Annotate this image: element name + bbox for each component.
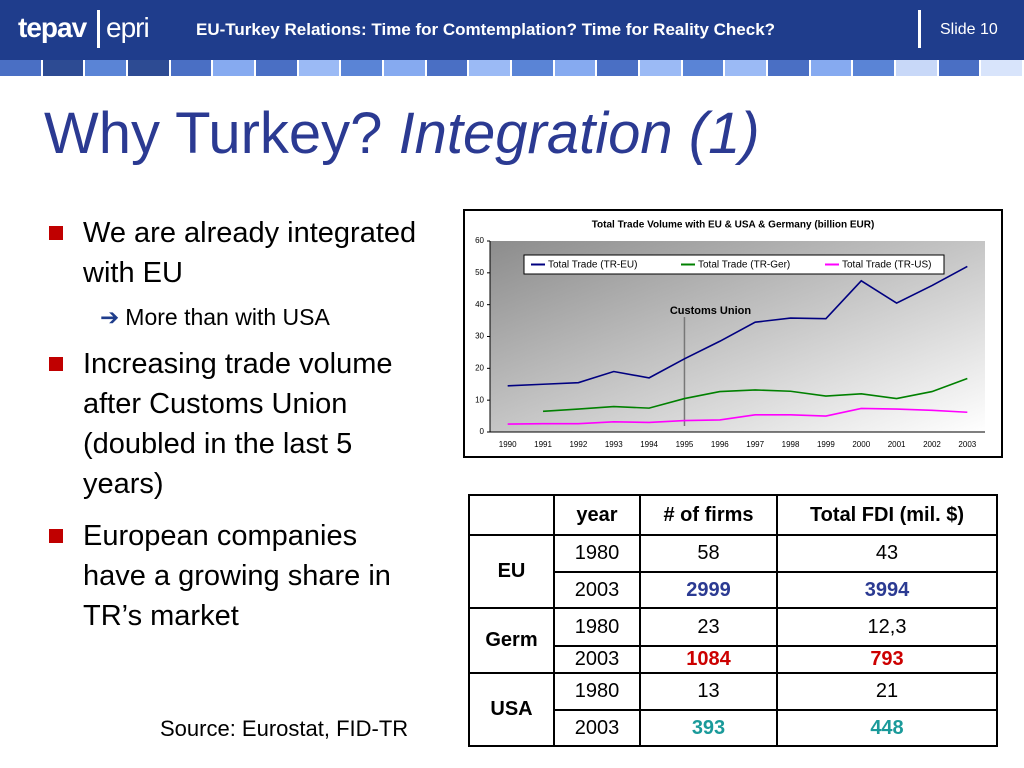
cell: 793 bbox=[776, 645, 998, 674]
column-header: # of firms bbox=[639, 494, 778, 536]
title-main: Why Turkey? bbox=[44, 101, 383, 166]
y-tick-label: 60 bbox=[475, 236, 484, 245]
x-tick-label: 2002 bbox=[923, 440, 941, 449]
column-header: Total FDI (mil. $) bbox=[776, 494, 998, 536]
bullet-text: We are already integrated with EU bbox=[83, 217, 417, 289]
sub-bullet: More than with USA bbox=[100, 304, 330, 331]
x-tick-label: 1995 bbox=[676, 440, 694, 449]
bullet: European companies have a growing share … bbox=[45, 516, 420, 636]
x-tick-label: 1990 bbox=[499, 440, 517, 449]
cell: 23 bbox=[639, 607, 778, 647]
header-title: EU-Turkey Relations: Time for Comtemplat… bbox=[196, 20, 776, 39]
x-tick-label: 1994 bbox=[640, 440, 658, 449]
cell: 1980 bbox=[553, 607, 641, 647]
cell: 21 bbox=[776, 672, 998, 711]
slide-title: Why Turkey? Integration (1) bbox=[44, 100, 760, 167]
legend-label: Total Trade (TR-EU) bbox=[548, 260, 637, 271]
cell: 393 bbox=[639, 709, 778, 747]
bullet: Increasing trade volume after Customs Un… bbox=[45, 344, 420, 504]
x-tick-label: 1999 bbox=[817, 440, 835, 449]
chart: Total Trade Volume with EU & USA & Germa… bbox=[463, 209, 1003, 458]
cell: 1084 bbox=[639, 645, 778, 674]
source: Source: Eurostat, FID-TR bbox=[160, 716, 409, 741]
legend-label: Total Trade (TR-Ger) bbox=[698, 260, 790, 271]
y-tick-label: 40 bbox=[475, 300, 484, 309]
group-label: USA bbox=[468, 672, 555, 747]
logo: epri bbox=[106, 12, 150, 43]
x-tick-label: 1993 bbox=[605, 440, 623, 449]
cell: 13 bbox=[639, 672, 778, 711]
corner-cell bbox=[468, 494, 555, 536]
cell: 2999 bbox=[639, 571, 778, 609]
cell: 58 bbox=[639, 534, 778, 573]
x-tick-label: 1998 bbox=[782, 440, 800, 449]
divider bbox=[918, 10, 921, 48]
y-tick-label: 0 bbox=[480, 427, 485, 436]
x-tick-label: 1997 bbox=[746, 440, 764, 449]
x-tick-label: 1991 bbox=[534, 440, 552, 449]
title-italic: Integration (1) bbox=[398, 101, 760, 166]
y-tick-label: 20 bbox=[475, 363, 484, 372]
series-line bbox=[507, 407, 968, 425]
bullet-text: European companies have a growing share … bbox=[83, 520, 391, 632]
x-tick-label: 2000 bbox=[852, 440, 870, 449]
x-tick-label: 1992 bbox=[569, 440, 587, 449]
cell: 448 bbox=[776, 709, 998, 747]
sub-bullet-text: More than with USA bbox=[125, 304, 330, 330]
x-tick-label: 1996 bbox=[711, 440, 729, 449]
annotation: Customs Union bbox=[670, 305, 752, 317]
logo: tepav bbox=[18, 12, 87, 43]
legend bbox=[523, 254, 945, 275]
header: tepav epri EU-Turkey Relations: Time for… bbox=[0, 0, 1024, 60]
cell: 1980 bbox=[553, 672, 641, 711]
cell: 3994 bbox=[776, 571, 998, 609]
cell: 2003 bbox=[553, 571, 641, 609]
series-line bbox=[542, 377, 968, 413]
stripe-bar bbox=[0, 60, 1024, 76]
fdi-table: year # of firms Total FDI (mil. $) EU 1980 5… bbox=[468, 494, 998, 747]
y-tick-label: 30 bbox=[475, 332, 484, 341]
y-tick-label: 50 bbox=[475, 268, 484, 277]
divider bbox=[97, 10, 100, 48]
group-label: Germ bbox=[468, 607, 555, 674]
slide-number: Slide 10 bbox=[940, 21, 998, 38]
y-tick-label: 10 bbox=[475, 395, 484, 404]
chart-title: Total Trade Volume with EU & USA & Germa… bbox=[592, 220, 875, 231]
legend-label: Total Trade (TR-US) bbox=[842, 260, 931, 271]
cell: 12,3 bbox=[776, 607, 998, 647]
bullet: We are already integrated with EU bbox=[45, 213, 420, 293]
series-line bbox=[507, 265, 968, 387]
cell: 1980 bbox=[553, 534, 641, 573]
cell: 2003 bbox=[553, 709, 641, 747]
x-tick-label: 2003 bbox=[958, 440, 976, 449]
column-header: year bbox=[553, 494, 641, 536]
bullet-text: Increasing trade volume after Customs Un… bbox=[83, 348, 393, 500]
cell: 2003 bbox=[553, 645, 641, 674]
group-label: EU bbox=[468, 534, 555, 609]
cell: 43 bbox=[776, 534, 998, 573]
x-tick-label: 2001 bbox=[888, 440, 906, 449]
